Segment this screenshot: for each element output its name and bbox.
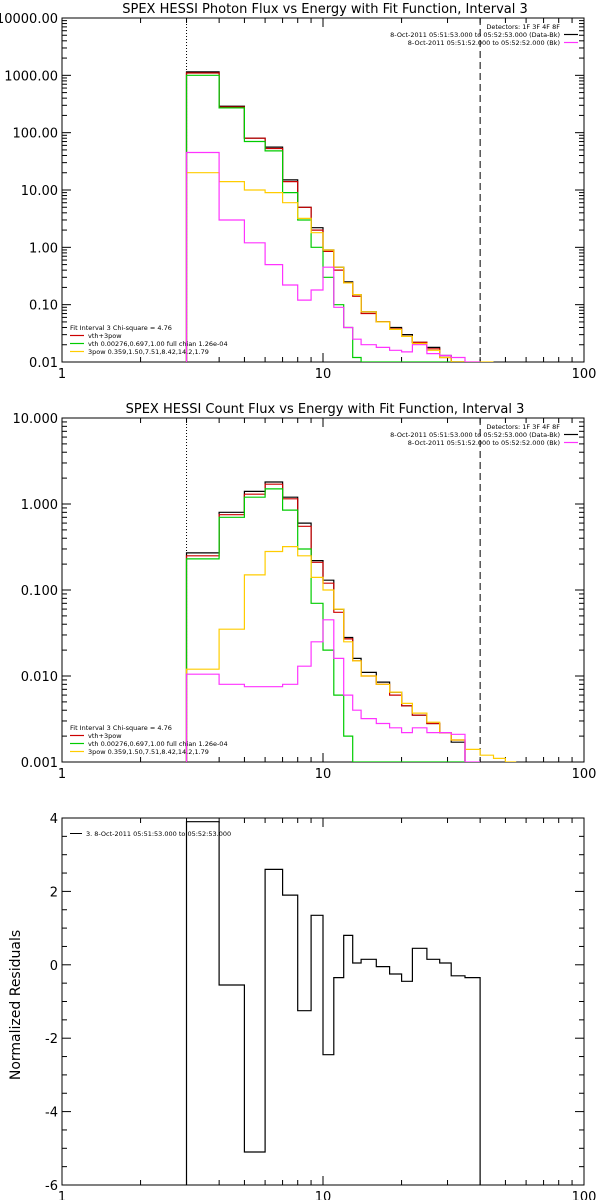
plot-series-group: [185, 481, 517, 762]
x-tick-label: 100: [572, 367, 597, 382]
y-tick-label: -2: [45, 1032, 58, 1047]
y-tick-label: 100.00: [13, 127, 59, 142]
legend-top-right-item: Detectors: 1F 3F 4F 8F: [486, 423, 560, 431]
series-1-3pow: [185, 546, 517, 762]
legend-bottom-left-item: vth 0.00276,0.697,1.00 full chian 1.26e-…: [88, 740, 228, 748]
legend-bottom-left-item: Fit Interval 3 Chi-square = 4.76: [70, 324, 172, 332]
y-tick-label: 0: [50, 959, 58, 974]
photon-flux-title: SPEX HESSI Photon Flux vs Energy with Fi…: [122, 2, 528, 17]
y-tick-label: 0.100: [21, 584, 58, 599]
x-tick-label: 100: [572, 767, 597, 782]
legend-top-right-item: 8-Oct-2011 05:51:53.000 to 05:52:53.000 …: [390, 31, 560, 39]
legend-bottom-left-item: vth 0.00276,0.697,1.00 full chian 1.26e-…: [88, 340, 228, 348]
x-tick-label: 100: [572, 1190, 597, 1200]
y-tick-label: 1000.00: [4, 69, 58, 84]
y-tick-label: 1.00: [29, 241, 58, 256]
photon-flux-panel: SPEX HESSI Photon Flux vs Energy with Fi…: [0, 2, 596, 382]
y-tick-label: 0.010: [21, 670, 58, 685]
x-tick-label: 1: [58, 1190, 66, 1200]
legend-top-right-item: 8-Oct-2011 05:51:53.000 to 05:52:53.000 …: [390, 431, 560, 439]
y-tick-label: 1.000: [21, 498, 58, 513]
series-0-8-oct-2011-05-51-53-000-to-05-52-53-000-data-bk: [185, 71, 465, 362]
y-tick-label: -4: [45, 1106, 58, 1121]
y-tick-label: 0.10: [29, 299, 58, 314]
series-0-vth-3pow: [185, 72, 465, 362]
legend-top-right-item: 8-Oct-2011 05:51:52.000 to 05:52:52.000 …: [408, 439, 560, 447]
y-tick-label: 10.000: [13, 412, 59, 427]
legend-bottom-left-item: vth+3pow: [88, 732, 122, 740]
residuals-panel: Normalized Residuals 1 10 100 -6 -4 -2 0 2 4 3. 8…: [8, 812, 596, 1200]
y-tick-label: 10000.00: [0, 12, 58, 27]
series-1-8-oct-2011-05-51-53-000-to-05-52-53-000-data-bk: [185, 481, 466, 762]
legend-bottom-left-item: Fit Interval 3 Chi-square = 4.76: [70, 724, 172, 732]
y-tick-label: -6: [45, 1179, 58, 1194]
legend-item: 3. 8-Oct-2011 05:51:53.000 to 05:52:53.0…: [86, 830, 231, 838]
plot-series-group: [185, 821, 481, 1185]
y-tick-label: 2: [50, 885, 58, 900]
series-0-8-oct-2011-05-51-52-000-to-05-52-52-000-bk: [185, 151, 481, 362]
plot-frame: [61, 17, 585, 363]
x-tick-label: 10: [315, 1190, 332, 1200]
legend-bottom-left-item: 3pow 0.359,1.50,7.51,8.42,14.2,1.79: [88, 348, 209, 356]
x-tick-label: 10: [315, 367, 332, 382]
legend-top-right-item: Detectors: 1F 3F 4F 8F: [486, 23, 560, 31]
plot-series-group: [185, 71, 494, 362]
series-0-3pow: [185, 172, 494, 362]
count-flux-title: SPEX HESSI Count Flux vs Energy with Fit…: [126, 402, 525, 417]
x-tick-label: 1: [58, 767, 66, 782]
series-1-8-oct-2011-05-51-52-000-to-05-52-52-000-bk: [185, 619, 481, 762]
residuals-y-axis-label: Normalized Residuals: [8, 930, 24, 1080]
x-tick-label: 1: [58, 367, 66, 382]
y-tick-label: 10.00: [21, 184, 58, 199]
y-tick-label: 0.001: [21, 756, 58, 771]
series-1-vth: [185, 488, 465, 762]
y-tick-label: 0.01: [29, 356, 58, 371]
legend-top-right-item: 8-Oct-2011 05:51:52.000 to 05:52:52.000 …: [408, 39, 560, 47]
series-1-vth-3pow: [185, 483, 466, 762]
series-0-vth: [185, 74, 465, 362]
x-tick-label: 10: [315, 767, 332, 782]
legend-bottom-left-item: vth+3pow: [88, 332, 122, 340]
legend-bottom-left-item: 3pow 0.359,1.50,7.51,8.42,14.2,1.79: [88, 748, 209, 756]
count-flux-panel: SPEX HESSI Count Flux vs Energy with Fit…: [13, 402, 597, 782]
series-2-3-8-oct-2011-05-51-53-000-to-05-52-53-000: [185, 821, 481, 1185]
y-tick-label: 4: [50, 812, 58, 827]
